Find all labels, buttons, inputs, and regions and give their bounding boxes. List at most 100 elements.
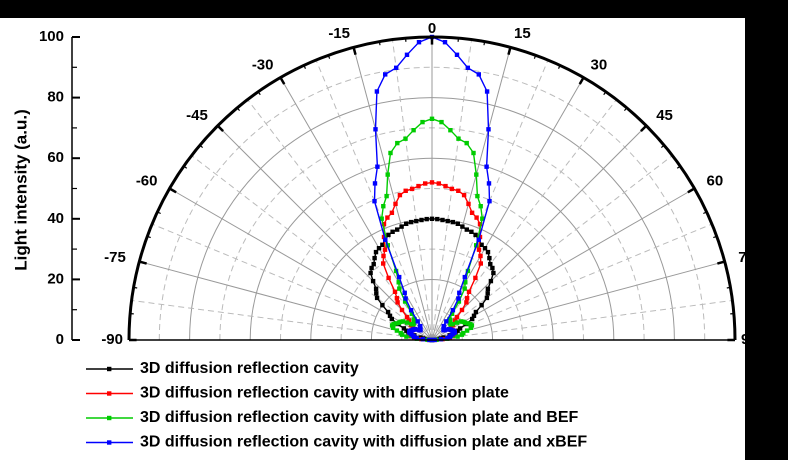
data-point — [380, 303, 385, 308]
major-grid-spoke — [431, 77, 584, 341]
data-point — [462, 320, 468, 325]
data-point — [449, 186, 455, 192]
data-point — [399, 307, 405, 313]
data-point — [394, 321, 399, 326]
data-point — [450, 219, 455, 225]
angle-tick-label: 45 — [656, 107, 673, 124]
data-point — [473, 275, 478, 281]
data-point — [456, 188, 461, 193]
angle-tick-label: 60 — [707, 172, 724, 189]
minor-angle-tick — [703, 211, 707, 215]
data-point — [486, 127, 491, 132]
angle-tick-label: -15 — [328, 25, 350, 42]
data-point — [419, 217, 424, 223]
minor-angle-tick — [327, 55, 331, 59]
data-point — [381, 204, 386, 209]
data-point — [374, 291, 379, 296]
series-layer — [368, 34, 496, 343]
data-point — [383, 237, 388, 242]
data-point — [374, 89, 380, 94]
data-point — [488, 261, 493, 267]
legend-label: 3D diffusion reflection cavity — [140, 360, 359, 377]
radial-tick-label: 100 — [39, 28, 64, 45]
data-point — [476, 247, 482, 252]
data-point — [385, 172, 390, 177]
legend-item: 3D diffusion reflection cavity with diff… — [86, 385, 509, 402]
data-point — [393, 201, 398, 207]
data-point — [477, 221, 483, 227]
data-point — [394, 65, 399, 70]
data-point — [412, 316, 417, 322]
data-point — [488, 278, 494, 284]
data-point — [404, 334, 409, 339]
minor-grid-spoke — [131, 299, 433, 341]
data-point — [478, 204, 483, 209]
data-point — [459, 332, 464, 337]
data-point — [455, 221, 460, 226]
angle-tick-label: -60 — [136, 172, 158, 189]
data-point — [416, 183, 421, 189]
data-point — [484, 89, 490, 94]
angle-tick — [216, 124, 224, 132]
data-point — [471, 150, 476, 156]
data-point — [401, 326, 407, 331]
data-point — [473, 309, 479, 315]
data-point — [440, 217, 445, 223]
data-point — [424, 216, 429, 222]
data-point — [491, 270, 496, 276]
minor-grid-spoke — [431, 99, 617, 341]
radial-tick-label: 40 — [47, 210, 64, 227]
data-point — [423, 181, 428, 186]
data-point — [484, 295, 490, 301]
minor-angle-tick — [726, 286, 731, 289]
data-point — [429, 216, 435, 221]
minor-angle-tick — [147, 235, 151, 239]
data-point — [484, 164, 489, 169]
data-point — [476, 237, 481, 242]
data-point — [445, 218, 450, 224]
data-point — [400, 319, 405, 324]
data-point — [479, 303, 484, 308]
radial-tick-label: 20 — [47, 270, 64, 287]
data-point — [459, 307, 465, 313]
minor-angle-tick — [303, 65, 307, 69]
data-point — [478, 261, 483, 266]
data-point — [456, 296, 461, 301]
data-point — [394, 296, 400, 301]
data-point — [386, 232, 391, 238]
data-point — [462, 286, 467, 291]
data-point — [470, 316, 475, 322]
legend-marker — [107, 366, 112, 372]
legend: 3D diffusion reflection cavity 3D diffusi… — [86, 360, 587, 451]
legend-marker — [107, 440, 112, 445]
minor-grid-spoke — [191, 155, 433, 341]
data-point — [457, 290, 462, 295]
data-point — [447, 334, 453, 339]
minor-grid-circle — [280, 188, 584, 341]
data-point — [372, 255, 377, 261]
data-point — [438, 337, 444, 342]
y-axis-label: Light intensity (a.u.) — [11, 109, 30, 271]
angle-tick-label: 15 — [514, 25, 531, 42]
data-point — [474, 215, 479, 220]
data-point — [403, 296, 408, 301]
data-point — [442, 40, 448, 45]
data-point — [464, 328, 470, 333]
minor-grid-spoke — [431, 155, 673, 341]
minor-grid-circle — [158, 66, 706, 341]
data-point — [475, 193, 480, 199]
data-point — [479, 242, 484, 247]
data-point — [464, 227, 469, 232]
axes: -90 -75 -60 -45 -30 -15 0 15 30 45 60 75 90 0 20 40 60 80… — [39, 20, 758, 348]
data-point — [429, 116, 435, 121]
data-point — [411, 128, 416, 133]
data-point — [436, 181, 441, 186]
data-point — [404, 328, 409, 333]
data-point — [384, 193, 389, 199]
minor-angle-tick — [533, 55, 537, 59]
data-point — [450, 322, 455, 327]
legend-item: 3D diffusion reflection cavity with diff… — [86, 434, 587, 451]
data-point — [395, 300, 400, 305]
data-point — [444, 319, 449, 324]
data-point — [457, 326, 463, 331]
